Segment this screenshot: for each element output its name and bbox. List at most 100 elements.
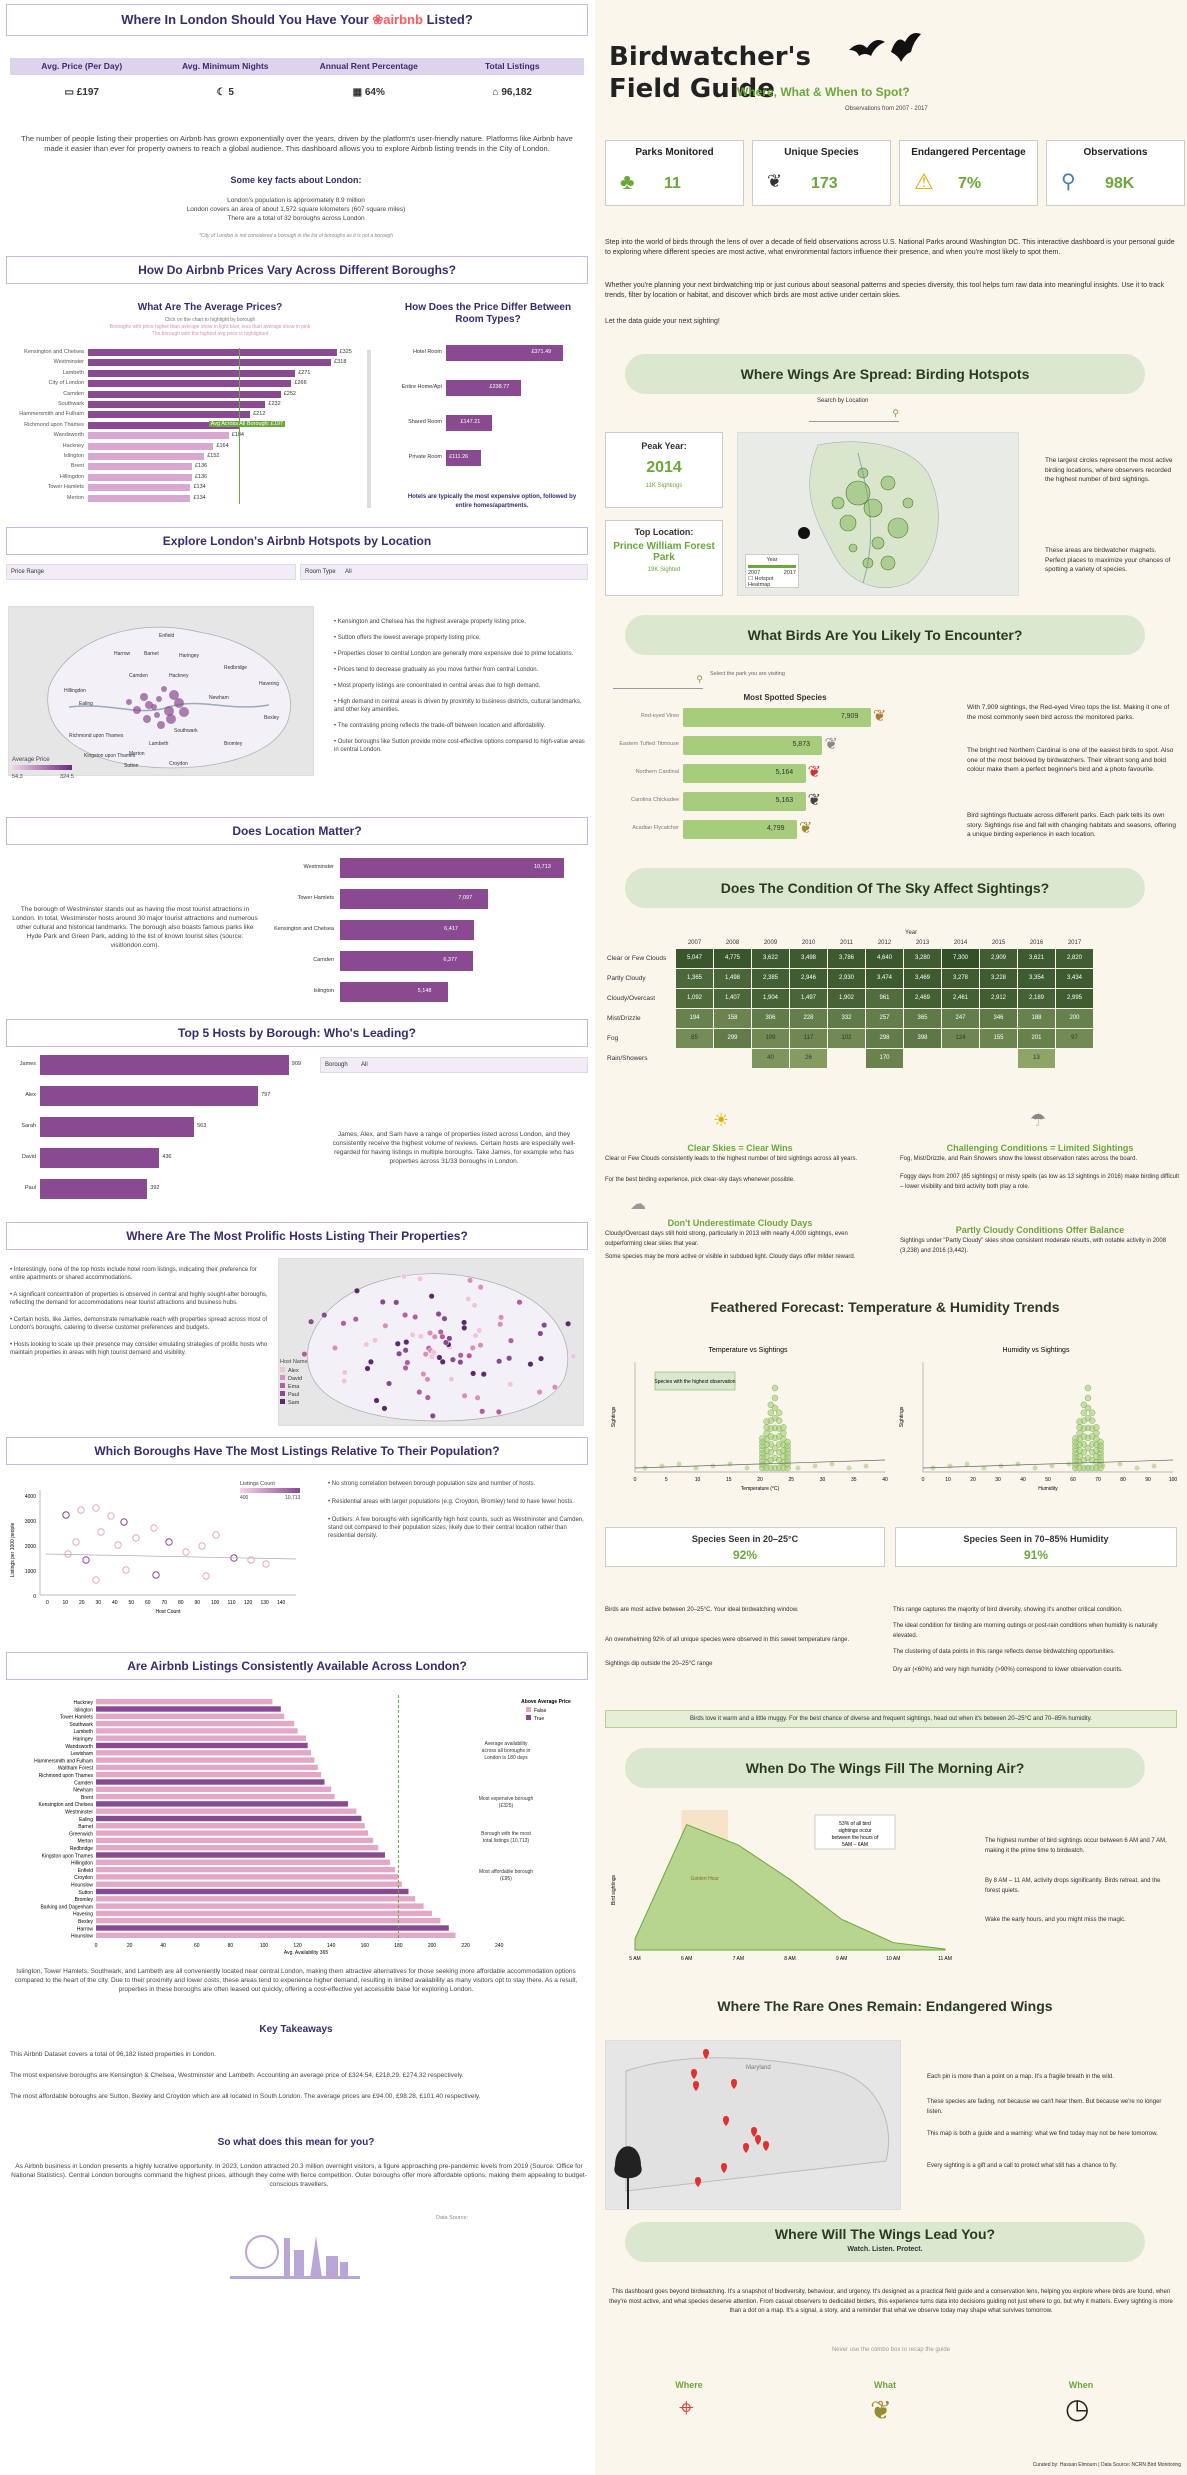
- sighting-point[interactable]: [1093, 1424, 1100, 1431]
- host-point[interactable]: [461, 1319, 468, 1326]
- heat-cell[interactable]: 170: [865, 1047, 904, 1069]
- population-point[interactable]: [77, 1506, 85, 1514]
- endangered-pin-icon[interactable]: [751, 2127, 757, 2137]
- heat-cell[interactable]: 257: [865, 1007, 904, 1029]
- hotspot-circle[interactable]: [880, 475, 896, 491]
- heat-cell[interactable]: 2,469: [903, 987, 942, 1009]
- avail-bar[interactable]: [96, 1845, 379, 1851]
- population-point[interactable]: [165, 1538, 173, 1546]
- avail-bar[interactable]: [96, 1852, 385, 1858]
- host-point[interactable]: [412, 1313, 419, 1320]
- sighting-point[interactable]: [778, 1461, 784, 1467]
- sighting-point[interactable]: [759, 1435, 766, 1442]
- sighting-point[interactable]: [1072, 1435, 1079, 1442]
- avail-bar[interactable]: [96, 1888, 409, 1895]
- sighting-point[interactable]: [795, 1465, 801, 1471]
- population-point[interactable]: [150, 1524, 158, 1532]
- sighting-point[interactable]: [1097, 1438, 1104, 1446]
- host-point[interactable]: [457, 1352, 464, 1359]
- host-point[interactable]: [467, 1277, 474, 1284]
- host-point[interactable]: [308, 1318, 315, 1325]
- sighting-point[interactable]: [1015, 1461, 1021, 1467]
- host-point[interactable]: [428, 1293, 435, 1300]
- host-point[interactable]: [367, 1358, 374, 1365]
- endangered-pin-icon[interactable]: [695, 2177, 701, 2187]
- avail-bar[interactable]: [96, 1823, 365, 1829]
- price-point[interactable]: [161, 686, 167, 692]
- hosts-map[interactable]: [278, 1258, 584, 1426]
- sighting-point[interactable]: [1100, 1463, 1106, 1469]
- heat-cell[interactable]: 3,280: [903, 947, 942, 969]
- heat-cell[interactable]: 13: [1017, 1047, 1056, 1069]
- morning-area[interactable]: [634, 1824, 946, 1951]
- avail-bar[interactable]: [96, 1815, 362, 1822]
- price-point[interactable]: [140, 693, 148, 701]
- host-point[interactable]: [469, 1344, 476, 1351]
- sighting-point[interactable]: [775, 1417, 783, 1424]
- host-point[interactable]: [400, 1273, 407, 1280]
- host-point[interactable]: [442, 1339, 449, 1346]
- heatmap-checkbox[interactable]: ☐: [748, 576, 753, 582]
- host-point[interactable]: [381, 1405, 388, 1412]
- avail-bar[interactable]: [96, 1779, 325, 1785]
- host-point[interactable]: [417, 1333, 424, 1340]
- sighting-point[interactable]: [1066, 1461, 1072, 1467]
- avail-bar[interactable]: [96, 1874, 399, 1880]
- borough-filter[interactable]: Borough All: [320, 1057, 588, 1073]
- avail-bar[interactable]: [96, 1742, 308, 1749]
- sighting-point[interactable]: [1084, 1394, 1092, 1402]
- endangered-pin-icon[interactable]: [743, 2143, 749, 2153]
- heat-cell[interactable]: 4,640: [865, 947, 904, 969]
- host-point[interactable]: [476, 1327, 483, 1334]
- sighting-point[interactable]: [659, 1463, 665, 1469]
- host-point[interactable]: [527, 1361, 534, 1368]
- heat-cell[interactable]: 1,407: [713, 987, 752, 1009]
- host-point[interactable]: [404, 1359, 411, 1366]
- sighting-point[interactable]: [1083, 1465, 1089, 1471]
- price-point[interactable]: [133, 706, 141, 714]
- endangered-map[interactable]: Maryland: [605, 2040, 901, 2210]
- hotspot-circle[interactable]: [862, 557, 874, 569]
- host-point[interactable]: [506, 1355, 513, 1362]
- host-point[interactable]: [471, 1302, 478, 1309]
- hotspot-circle[interactable]: [831, 496, 845, 510]
- heat-cell[interactable]: 2,189: [1017, 987, 1056, 1009]
- heat-cell[interactable]: 332: [827, 1007, 866, 1029]
- heat-cell[interactable]: 2,995: [1055, 987, 1094, 1009]
- sighting-point[interactable]: [1076, 1424, 1083, 1431]
- sighting-point[interactable]: [998, 1463, 1004, 1469]
- avail-bar[interactable]: [96, 1925, 449, 1931]
- population-point[interactable]: [62, 1511, 70, 1519]
- heat-cell[interactable]: 155: [979, 1027, 1018, 1049]
- host-point[interactable]: [495, 1408, 502, 1415]
- price-point[interactable]: [179, 707, 189, 717]
- sighting-point[interactable]: [775, 1409, 783, 1416]
- sighting-point[interactable]: [1093, 1429, 1100, 1437]
- host-point[interactable]: [538, 1355, 545, 1362]
- avail-bar[interactable]: [96, 1903, 424, 1909]
- year-slider[interactable]: [748, 565, 796, 568]
- host-point[interactable]: [321, 1312, 328, 1319]
- sighting-point[interactable]: [812, 1463, 818, 1469]
- host-point[interactable]: [466, 1352, 473, 1359]
- heat-cell[interactable]: [1055, 1047, 1094, 1069]
- sighting-point[interactable]: [1117, 1461, 1123, 1467]
- host-point[interactable]: [424, 1376, 431, 1383]
- avail-bar[interactable]: [96, 1830, 369, 1836]
- host-point[interactable]: [386, 1380, 393, 1387]
- heat-cell[interactable]: [675, 1047, 714, 1069]
- sighting-point[interactable]: [780, 1424, 787, 1431]
- heat-cell[interactable]: 299: [713, 1027, 752, 1049]
- price-point[interactable]: [151, 704, 157, 710]
- avail-bar[interactable]: [96, 1713, 285, 1719]
- avail-bar[interactable]: [96, 1918, 441, 1924]
- host-point[interactable]: [341, 1369, 348, 1376]
- host-point[interactable]: [373, 1397, 380, 1404]
- host-point[interactable]: [480, 1371, 487, 1378]
- london-price-map[interactable]: Enfield Harrow Barnet Haringey Redbridge Have…: [8, 606, 314, 776]
- host-point[interactable]: [430, 1349, 437, 1356]
- host-point[interactable]: [436, 1354, 443, 1361]
- sighting-point[interactable]: [771, 1384, 779, 1392]
- avail-bar[interactable]: [96, 1793, 335, 1800]
- price-point[interactable]: [174, 698, 184, 708]
